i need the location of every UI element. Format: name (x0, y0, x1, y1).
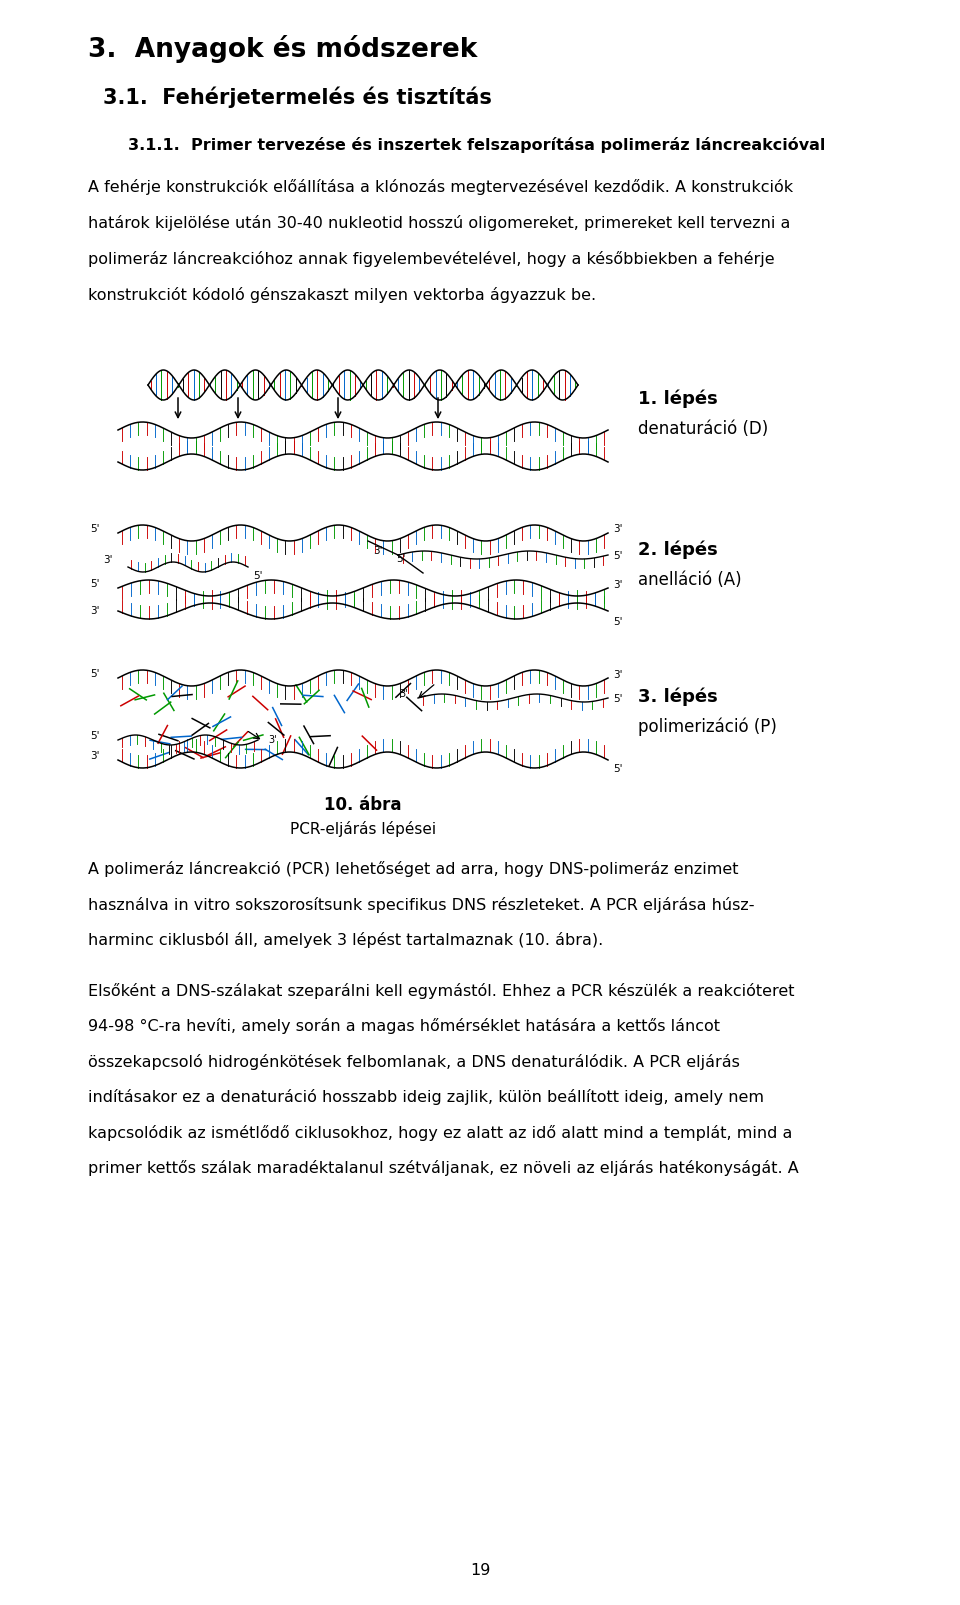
Text: 5': 5' (253, 571, 262, 581)
Text: 3.1.  Fehérjetermelés és tisztítás: 3.1. Fehérjetermelés és tisztítás (103, 87, 492, 109)
Text: PCR-eljárás lépései: PCR-eljárás lépései (290, 820, 436, 836)
Text: primer kettős szálak maradéktalanul szétváljanak, ez növeli az eljárás hatékonys: primer kettős szálak maradéktalanul szét… (88, 1159, 799, 1175)
Text: 3': 3' (268, 735, 276, 745)
Text: kapcsolódik az ismétlődő ciklusokhoz, hogy ez alatt az idő alatt mind a templát,: kapcsolódik az ismétlődő ciklusokhoz, ho… (88, 1124, 792, 1140)
Text: 3': 3' (90, 605, 100, 616)
Text: anelláció (A): anelláció (A) (638, 571, 742, 589)
Text: A fehérje konstrukciók előállítása a klónozás megtervezésével kezdődik. A konstr: A fehérje konstrukciók előállítása a kló… (88, 178, 793, 194)
Text: 10. ábra: 10. ábra (324, 796, 401, 814)
Text: 3': 3' (90, 751, 100, 761)
Text: A polimeráz láncreakció (PCR) lehetőséget ad arra, hogy DNS-polimeráz enzimet: A polimeráz láncreakció (PCR) lehetősége… (88, 860, 738, 876)
Text: 3': 3' (104, 555, 113, 565)
Text: 3.  Anyagok és módszerek: 3. Anyagok és módszerek (88, 35, 477, 63)
Text: polimerizáció (P): polimerizáció (P) (638, 717, 777, 735)
Text: 3': 3' (613, 669, 622, 679)
Text: határok kijelölése után 30-40 nukleotid hosszú oligomereket, primereket kell ter: határok kijelölése után 30-40 nukleotid … (88, 215, 790, 231)
Text: polimeráz láncreakcióhoz annak figyelembevételével, hogy a későbbiekben a fehérj: polimeráz láncreakcióhoz annak figyelemb… (88, 250, 775, 266)
Text: 5': 5' (90, 730, 100, 740)
Text: 5': 5' (613, 616, 622, 626)
Text: 3': 3' (613, 579, 622, 589)
Text: 5': 5' (90, 669, 100, 679)
Text: 2. lépés: 2. lépés (638, 541, 718, 559)
Text: 5': 5' (613, 764, 622, 774)
Text: összekapcsoló hidrogénkötések felbomlanak, a DNS denaturálódik. A PCR eljárás: összekapcsoló hidrogénkötések felbomlana… (88, 1053, 740, 1069)
Text: 3.1.1.  Primer tervezése és inszertek felszaporítása polimeráz láncreakcióval: 3.1.1. Primer tervezése és inszertek fel… (128, 136, 826, 152)
Text: 3. lépés: 3. lépés (638, 687, 718, 706)
Text: harminc ciklusból áll, amelyek 3 lépést tartalmaznak (10. ábra).: harminc ciklusból áll, amelyek 3 lépést … (88, 931, 603, 947)
Text: 3': 3' (613, 523, 622, 534)
Text: 5': 5' (613, 693, 622, 703)
Text: 19: 19 (469, 1562, 491, 1578)
Text: 5': 5' (613, 551, 622, 560)
Text: 5': 5' (90, 579, 100, 589)
Text: 3': 3' (373, 546, 383, 555)
Text: használva in vitro sokszorosítsunk specifikus DNS részleteket. A PCR eljárása hú: használva in vitro sokszorosítsunk speci… (88, 896, 755, 912)
Text: 94-98 °C-ra hevíti, amely során a magas hőmérséklet hatására a kettős láncot: 94-98 °C-ra hevíti, amely során a magas … (88, 1018, 720, 1034)
Text: 5': 5' (396, 554, 405, 563)
Text: Elsőként a DNS-szálakat szeparálni kell egymástól. Ehhez a PCR készülék a reakci: Elsőként a DNS-szálakat szeparálni kell … (88, 982, 795, 998)
Text: 3': 3' (399, 689, 408, 698)
Text: konstrukciót kódoló génszakaszt milyen vektorba ágyazzuk be.: konstrukciót kódoló génszakaszt milyen v… (88, 287, 596, 303)
Text: 5': 5' (90, 523, 100, 534)
Text: 1. lépés: 1. lépés (638, 390, 718, 408)
Text: denaturáció (D): denaturáció (D) (638, 421, 768, 438)
Text: indításakor ez a denaturáció hosszabb ideig zajlik, külön beállított ideig, amel: indításakor ez a denaturáció hosszabb id… (88, 1088, 764, 1104)
